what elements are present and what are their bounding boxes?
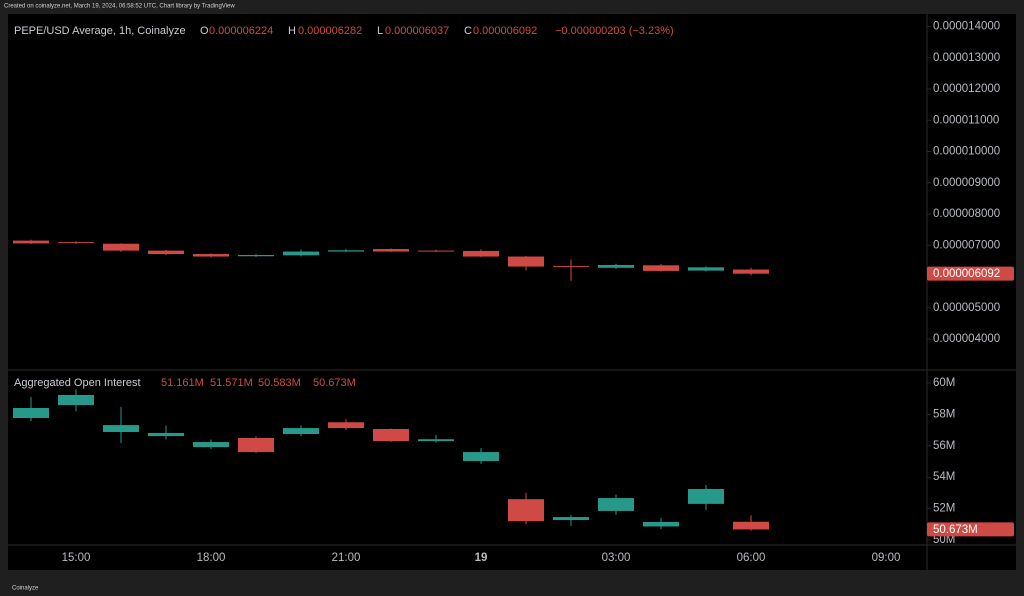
candle-body <box>238 254 274 257</box>
candle-body <box>13 407 49 419</box>
y-tick-label: 0.000012000 <box>933 83 1000 95</box>
candle-body <box>193 254 229 257</box>
candle-body <box>598 264 634 268</box>
candle-body <box>418 439 454 442</box>
x-tick-label: 18:00 <box>197 552 226 564</box>
header: Created on coinalyze.net, March 19, 2024… <box>4 4 235 10</box>
y-tick-label: 0.000010000 <box>933 146 1000 158</box>
y-tick-label: 0.000005000 <box>933 302 1000 314</box>
candle-body <box>283 428 319 435</box>
x-tick-label: 21:00 <box>332 552 361 564</box>
legend-letter: L <box>377 25 383 37</box>
candle-body <box>13 240 49 244</box>
legend-change: −0.000000203 (−3.23%) <box>555 25 674 37</box>
y-tick-label: 0.000009000 <box>933 177 1000 189</box>
x-tick-label: 15:00 <box>62 552 91 564</box>
y-tick-label: 60M <box>933 377 955 389</box>
candle-body <box>103 243 139 251</box>
x-tick-label: 19 <box>475 552 488 564</box>
candle-body <box>103 425 139 432</box>
x-tick-label: 09:00 <box>872 552 901 564</box>
candle-body <box>193 442 229 448</box>
legend-value: 51.161M <box>161 377 204 389</box>
candle-body <box>148 250 184 255</box>
legend-value: 50.673M <box>313 377 356 389</box>
candle-body <box>508 256 544 267</box>
y-tick-label: 58M <box>933 408 955 420</box>
candle-body <box>463 452 499 462</box>
candle-body <box>373 429 409 442</box>
footer: Coinalyze <box>12 586 39 592</box>
y-tick-label: 0.000004000 <box>933 333 1000 345</box>
candle-body <box>373 249 409 252</box>
candle-body <box>238 437 274 453</box>
price-tag-label: 50.673M <box>933 524 978 536</box>
candle-body <box>553 517 589 521</box>
legend-value: 0.000006282 <box>298 25 362 37</box>
y-tick-label: 0.000014000 <box>933 21 1000 33</box>
candle-body <box>58 394 94 405</box>
y-tick-label: 50M <box>933 534 955 546</box>
candle-body <box>418 250 454 252</box>
candle-body <box>508 499 544 522</box>
legend-value: 51.571M <box>210 377 253 389</box>
chart-area <box>8 14 1016 570</box>
legend-letter: C <box>464 25 472 37</box>
legend-value: 0.000006037 <box>385 25 449 37</box>
legend-letter: H <box>288 25 296 37</box>
price-tag-label: 0.000006092 <box>933 268 1000 280</box>
y-tick-label: 0.000011000 <box>933 114 999 126</box>
y-tick-label: 56M <box>933 440 955 452</box>
candle-body <box>688 488 724 504</box>
legend-letter: O <box>200 25 209 37</box>
candle-body <box>733 521 769 530</box>
candle-body <box>598 498 634 511</box>
x-tick-label: 06:00 <box>737 552 766 564</box>
price-tag <box>927 522 1014 537</box>
y-tick-label: 0.000008000 <box>933 208 1000 220</box>
candle-body <box>463 250 499 257</box>
x-tick-label: 03:00 <box>602 552 631 564</box>
candle-body <box>643 265 679 271</box>
candle-body <box>733 269 769 274</box>
legend-value: 0.000006092 <box>473 25 537 37</box>
candle-body <box>688 267 724 271</box>
price-tag <box>927 266 1014 281</box>
y-tick-label: 54M <box>933 471 955 483</box>
candle-body <box>328 422 364 429</box>
candle-body <box>643 521 679 527</box>
candle-body <box>328 250 364 252</box>
candle-body <box>58 242 94 244</box>
y-tick-label: 0.000013000 <box>933 52 1000 64</box>
candle-body <box>553 265 589 267</box>
candle-body <box>148 432 184 437</box>
y-tick-label: 0.000007000 <box>933 239 1000 251</box>
legend-value: 0.000006224 <box>209 25 273 37</box>
oi-title: Aggregated Open Interest <box>14 377 141 389</box>
price-title: PEPE/USD Average, 1h, Coinalyze <box>14 25 186 37</box>
candle-body <box>283 251 319 256</box>
y-tick-label: 52M <box>933 503 955 515</box>
legend-value: 50.583M <box>258 377 301 389</box>
